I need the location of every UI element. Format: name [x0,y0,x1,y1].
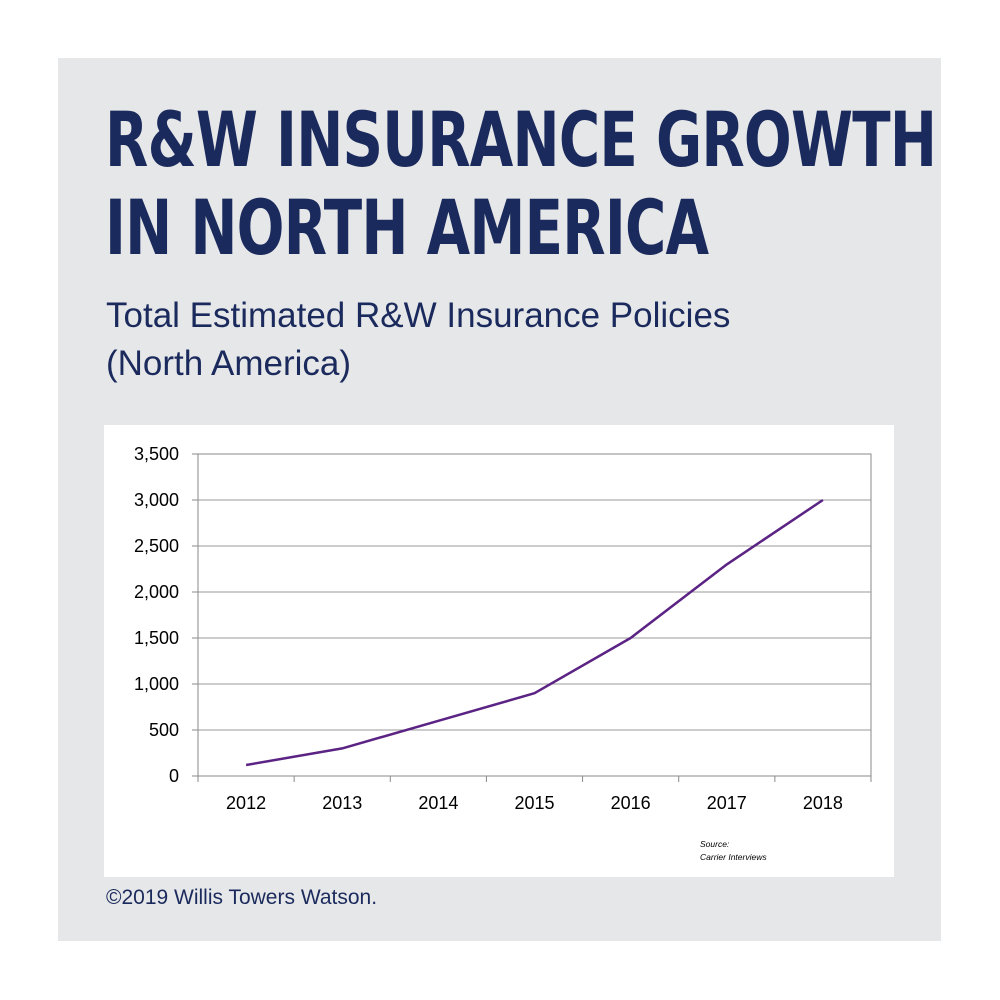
x-tick-label: 2018 [803,793,843,813]
plot-area-border [197,453,872,777]
x-tick-label: 2014 [418,793,458,813]
x-tick-label: 2013 [322,793,362,813]
y-tick-label: 1,000 [134,674,179,694]
series-line [245,498,824,767]
line-chart: 0 500 1,000 1,500 2,000 2,500 3,000 3,500 2012 20… [134,444,872,813]
copyright-notice: ©2019 Willis Towers Watson. [106,886,378,909]
chart-subtitle: Total Estimated R&W Insurance Policies (… [106,292,730,388]
x-tick-label: 2016 [611,793,651,813]
x-tick-label: 2012 [226,793,266,813]
y-tick-label: 3,000 [134,490,179,510]
source-value: Carrier Interviews [700,852,767,862]
y-tick-label: 0 [169,766,179,786]
source-note: Source: Carrier Interviews [700,838,767,864]
y-tick-label: 1,500 [134,628,179,648]
y-tick-label: 2,500 [134,536,179,556]
page-title: R&W INSURANCE GROWTH IN NORTH AMERICA [105,95,937,272]
source-label: Source: [700,839,730,849]
x-tick-label: 2017 [707,793,747,813]
y-tick-label: 3,500 [134,444,179,464]
y-tick-label: 2,000 [134,582,179,602]
title-line-1: R&W INSURANCE GROWTH [105,95,937,184]
subtitle-line-2: (North America) [106,344,352,383]
title-line-2: IN NORTH AMERICA [105,183,709,272]
subtitle-line-1: Total Estimated R&W Insurance Policies [106,296,731,335]
chart-container: 0 500 1,000 1,500 2,000 2,500 3,000 3,500 2012 20… [104,425,894,877]
x-tick-label: 2015 [514,793,554,813]
y-tick-label: 500 [149,720,179,740]
